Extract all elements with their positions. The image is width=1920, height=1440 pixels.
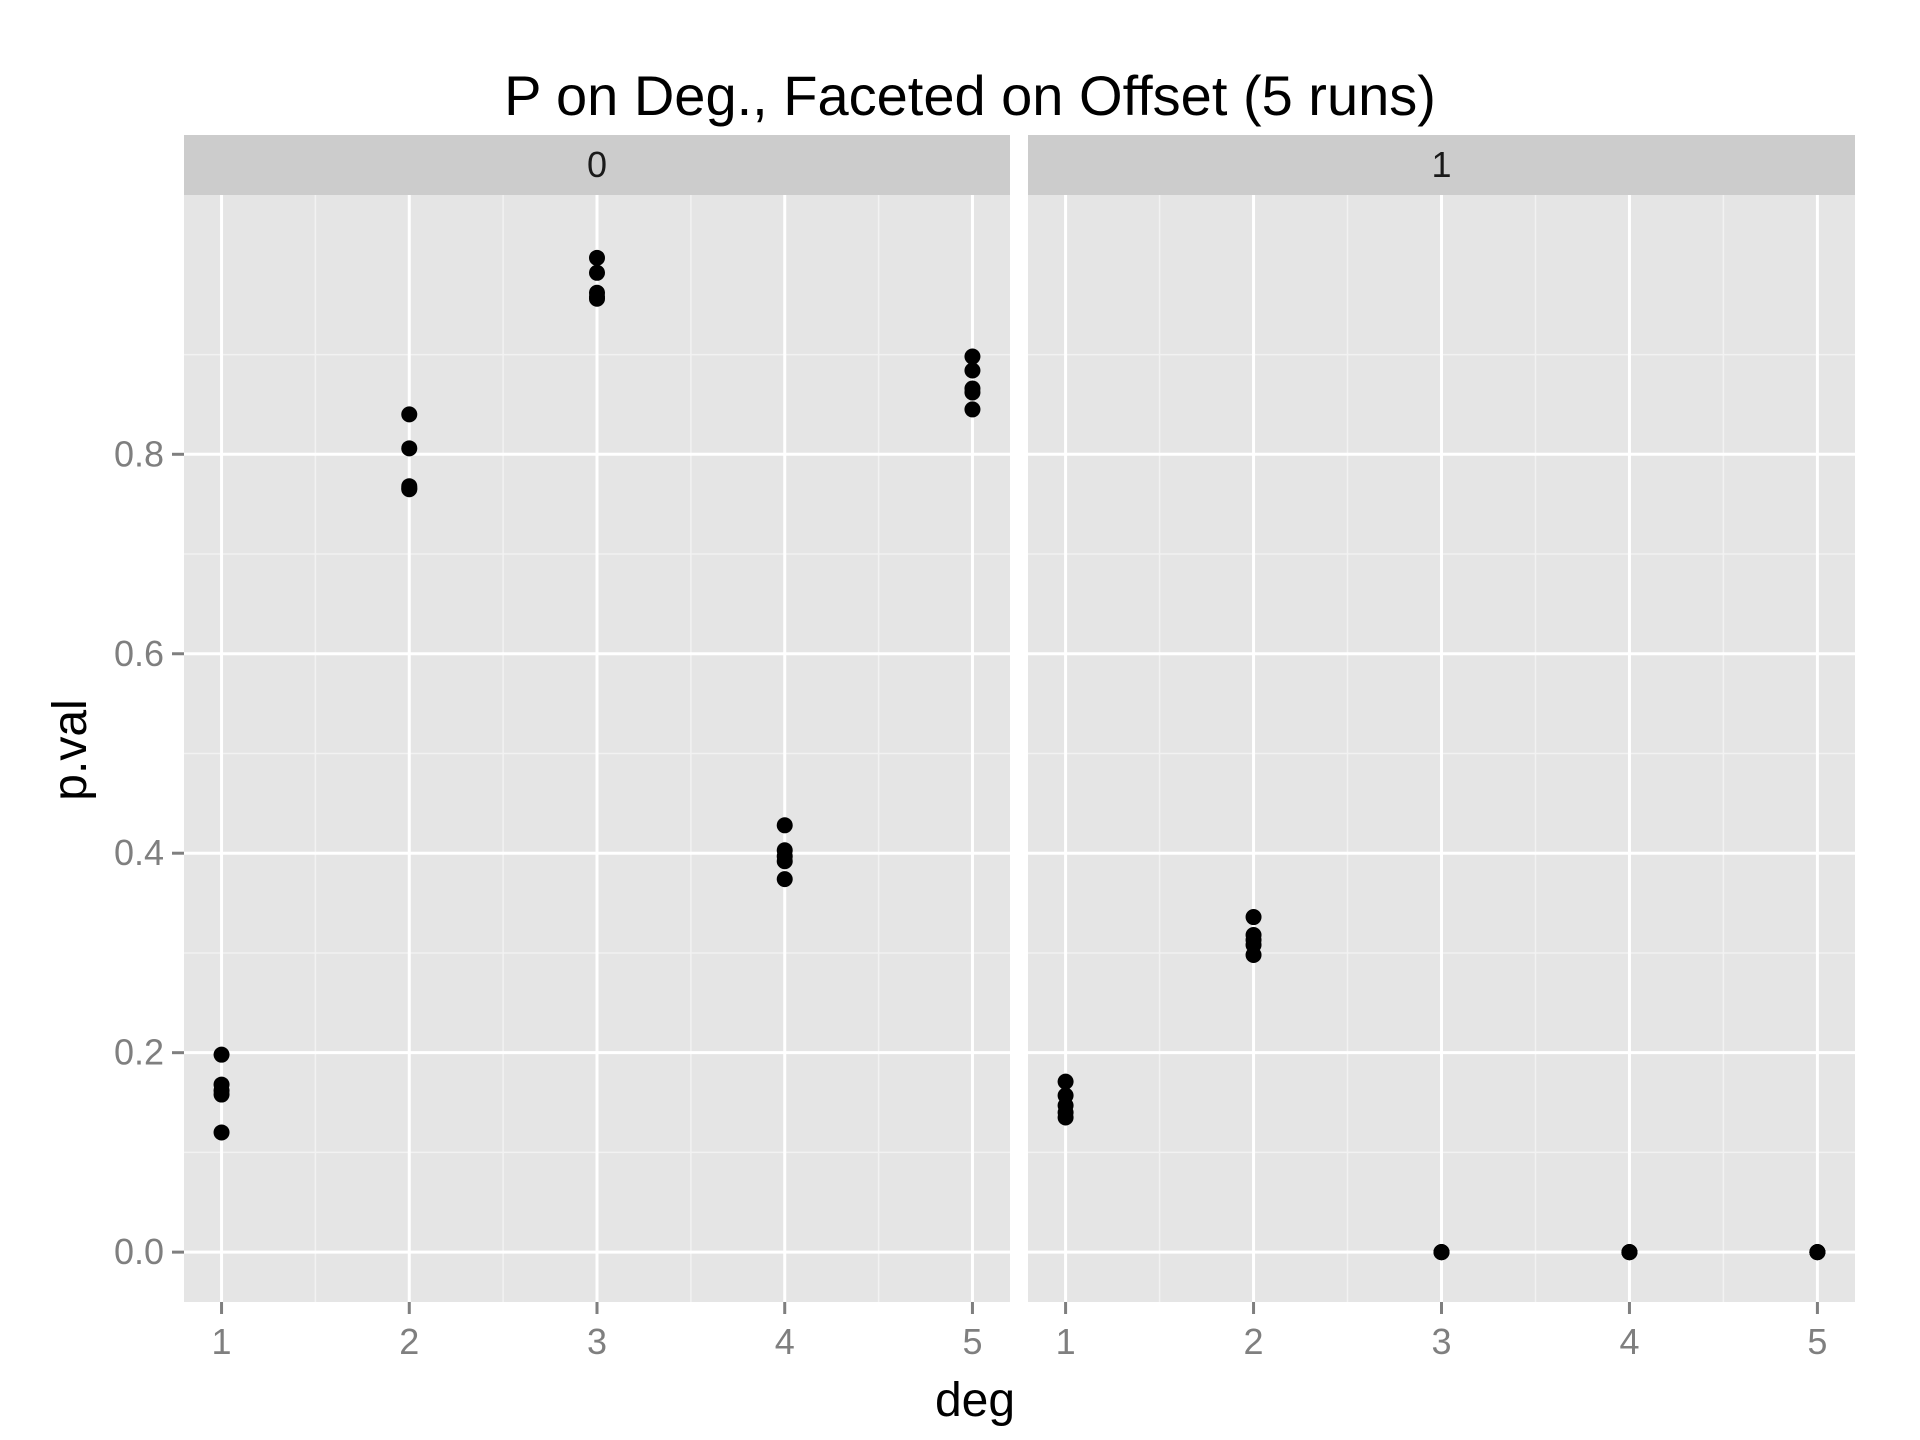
data-points (1057, 909, 1826, 1261)
data-point (401, 481, 418, 498)
y-tick-label: 0.8 (114, 433, 164, 474)
data-point (589, 264, 605, 281)
x-tick-label: 3 (1431, 1321, 1451, 1362)
x-tick-label: 1 (1056, 1321, 1076, 1362)
facet-strip (184, 135, 1010, 195)
x-tick-label: 2 (1244, 1321, 1264, 1362)
y-tick-label: 0.4 (114, 832, 164, 873)
facet-strip (1028, 135, 1855, 195)
titles: P on Deg., Faceted on Offset (5 runs) de… (44, 64, 1436, 1427)
x-axis-title: deg (935, 1374, 1015, 1427)
data-point (1621, 1244, 1638, 1261)
facet-panel-1: 1 (1028, 135, 1855, 1302)
data-point (213, 1124, 230, 1141)
data-point (776, 817, 793, 834)
data-point (776, 853, 793, 870)
data-point (964, 401, 981, 418)
data-point (213, 1046, 230, 1063)
y-tick-label: 0.2 (114, 1032, 164, 1073)
x-tick-label: 3 (587, 1321, 607, 1362)
data-point (964, 362, 981, 379)
data-point (1245, 946, 1262, 963)
y-axis-title: p.val (44, 699, 97, 800)
data-point (401, 406, 418, 423)
data-point (776, 871, 793, 888)
data-point (401, 440, 418, 457)
data-point (1433, 1244, 1450, 1261)
data-point (589, 290, 605, 307)
chart-title: P on Deg., Faceted on Offset (5 runs) (504, 64, 1436, 127)
data-point (213, 1086, 230, 1103)
x-tick-label: 4 (775, 1321, 795, 1362)
data-point (1245, 909, 1262, 926)
facet-strip-label: 0 (587, 144, 607, 185)
facet-panel-0: 0 (184, 135, 1010, 1302)
axes: 1 2 3 4 5 1 2 3 4 5 0.0 0.2 0.4 0.6 0.8 (114, 433, 1827, 1362)
data-point (1057, 1073, 1074, 1090)
x-tick-label: 5 (1807, 1321, 1827, 1362)
data-point (964, 384, 981, 401)
data-point (1057, 1109, 1074, 1126)
y-tick-label: 0.0 (114, 1231, 164, 1272)
x-tick-label: 4 (1619, 1321, 1639, 1362)
data-points (213, 249, 981, 1141)
y-tick-label: 0.6 (114, 633, 164, 674)
facet-strip-label: 1 (1431, 144, 1451, 185)
x-tick-label: 5 (962, 1321, 982, 1362)
x-tick-label: 2 (399, 1321, 419, 1362)
data-point (964, 348, 981, 365)
data-point (589, 249, 605, 266)
data-point (1809, 1244, 1826, 1261)
x-tick-label: 1 (212, 1321, 232, 1362)
